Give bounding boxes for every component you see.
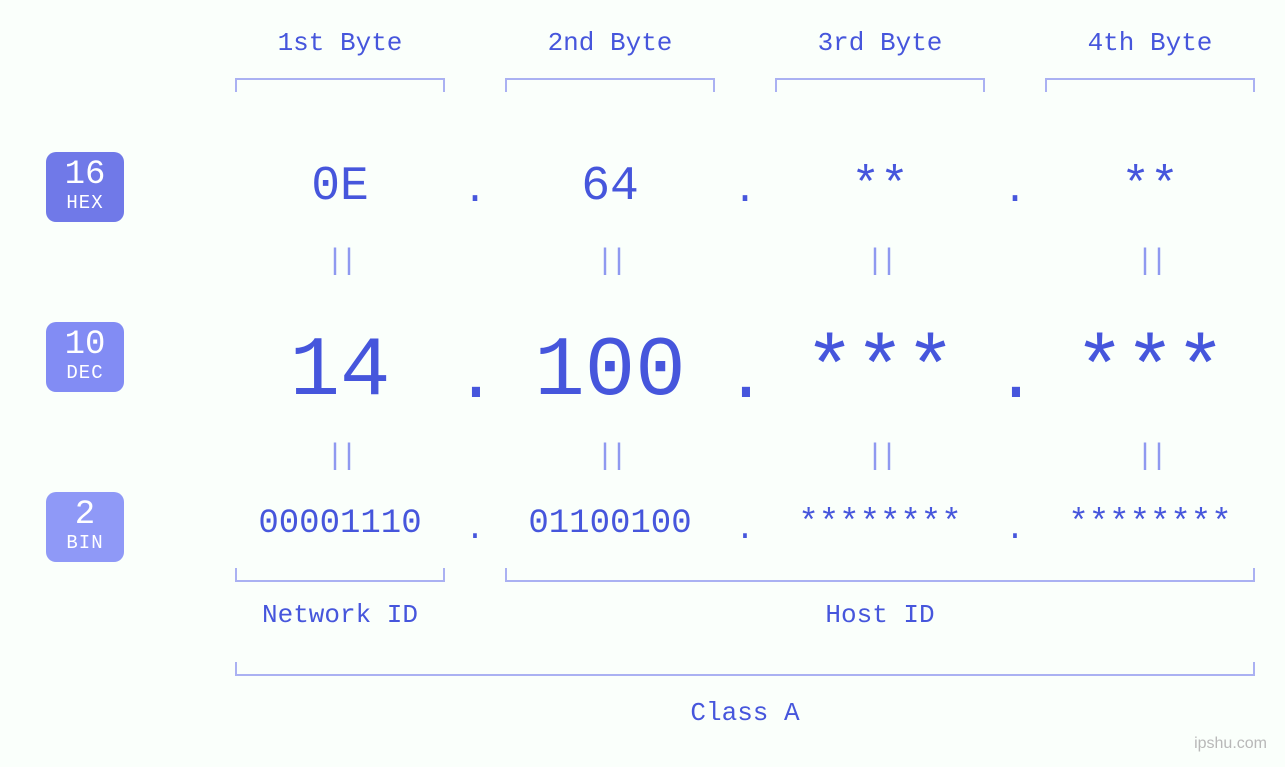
byte-bracket-1 [235,78,445,92]
badge-dec-lbl: DEC [46,364,124,384]
bracket-class [235,662,1255,676]
badge-bin-lbl: BIN [46,534,124,554]
badge-hex: 16HEX [46,152,124,222]
bin-val-1: 00001110 [210,505,470,543]
bracket-network [235,568,445,582]
eq-2-2: || [590,440,630,474]
dec-val-4: *** [1020,325,1280,420]
dec-val-1: 14 [210,325,470,420]
eq-1-1: || [320,245,360,279]
badge-dec-num: 10 [46,328,124,364]
badge-dec: 10DEC [46,322,124,392]
byte-label-2: 2nd Byte [480,28,740,58]
hex-val-3: ** [750,160,1010,214]
hex-val-4: ** [1020,160,1280,214]
bin-val-4: ******** [1020,505,1280,543]
badge-hex-lbl: HEX [46,194,124,214]
byte-bracket-2 [505,78,715,92]
badge-bin-num: 2 [46,498,124,534]
byte-label-3: 3rd Byte [750,28,1010,58]
hex-val-1: 0E [210,160,470,214]
eq-2-4: || [1130,440,1170,474]
byte-bracket-3 [775,78,985,92]
byte-bracket-4 [1045,78,1255,92]
badge-hex-num: 16 [46,158,124,194]
bracket-host [505,568,1255,582]
label-host: Host ID [505,600,1255,630]
label-network: Network ID [235,600,445,630]
badge-bin: 2BIN [46,492,124,562]
eq-1-2: || [590,245,630,279]
eq-2-1: || [320,440,360,474]
dec-val-2: 100 [480,325,740,420]
dec-val-3: *** [750,325,1010,420]
label-class: Class A [235,698,1255,728]
byte-label-1: 1st Byte [210,28,470,58]
eq-1-4: || [1130,245,1170,279]
eq-1-3: || [860,245,900,279]
eq-2-3: || [860,440,900,474]
hex-val-2: 64 [480,160,740,214]
bin-val-2: 01100100 [480,505,740,543]
watermark: ipshu.com [1194,735,1267,753]
byte-label-4: 4th Byte [1020,28,1280,58]
bin-val-3: ******** [750,505,1010,543]
